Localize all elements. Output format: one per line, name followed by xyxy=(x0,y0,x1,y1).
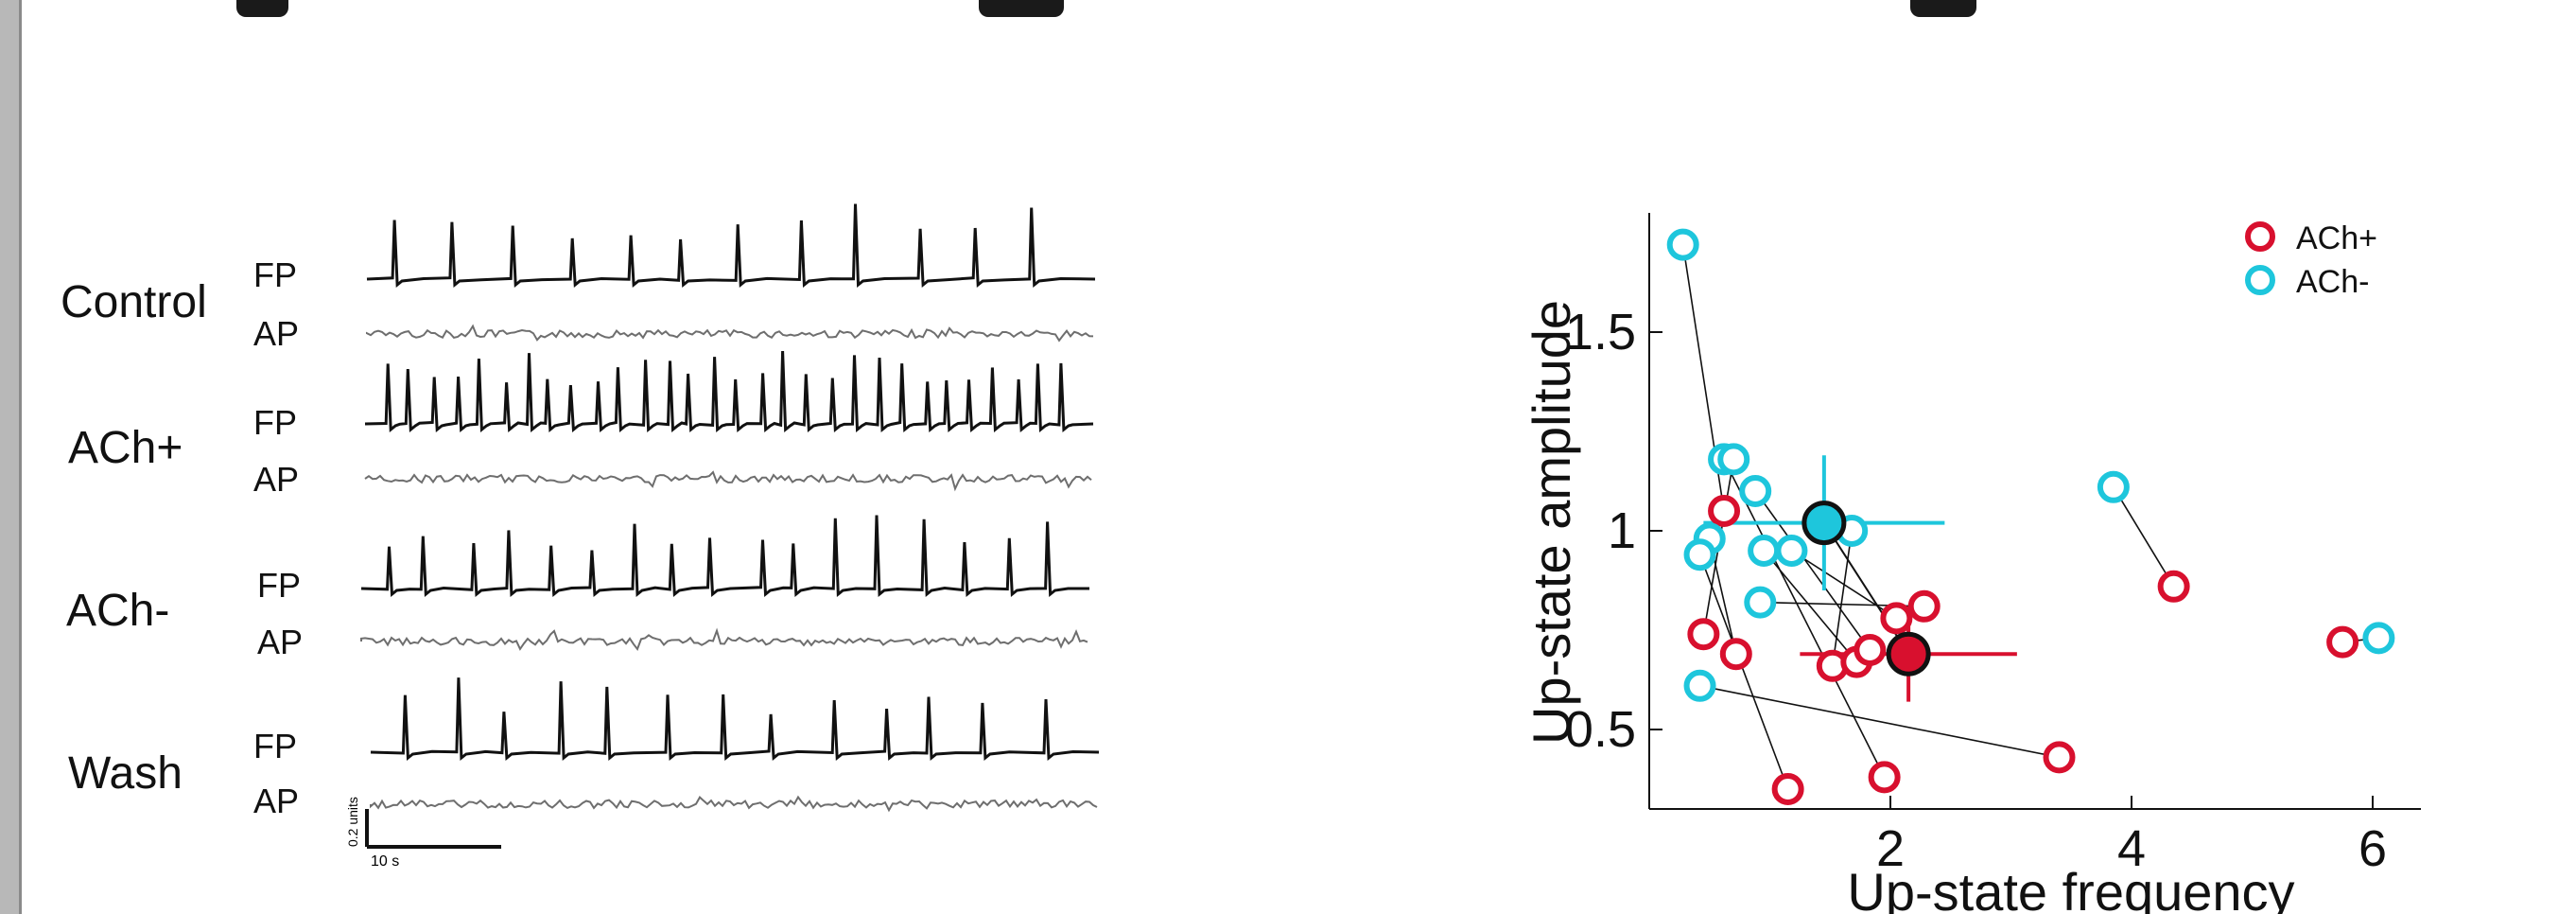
point-ach-minus xyxy=(1666,228,1699,261)
scale-bar: 0.2 units 10 s xyxy=(345,797,501,870)
pair-line xyxy=(1698,554,1789,790)
pair-line xyxy=(1754,490,1871,651)
pair-line xyxy=(1699,685,2060,759)
y-tick-label: 0.5 xyxy=(1565,701,1636,758)
point-ach-minus xyxy=(1683,538,1716,571)
ap-label: AP xyxy=(257,623,304,661)
ap-label: AP xyxy=(253,314,300,353)
point-ach-plus xyxy=(1854,634,1887,666)
ap-trace xyxy=(360,627,1088,652)
legend: ACh+ ACh- xyxy=(2245,220,2377,300)
point-ach-plus xyxy=(1687,618,1720,651)
window-left-border xyxy=(0,0,22,914)
ap-label: AP xyxy=(253,782,300,820)
ap-label: AP xyxy=(253,460,300,499)
y-axis-label: Up-state amplitude xyxy=(1522,300,1581,745)
point-ach-plus xyxy=(1907,589,1941,623)
point-ach-minus xyxy=(1775,535,1808,567)
pair-line xyxy=(2113,486,2175,588)
pair-line xyxy=(1791,550,1897,620)
point-ach-minus xyxy=(1683,669,1716,702)
point-ach-plus xyxy=(2326,625,2359,659)
y-tick-label: 1 xyxy=(1608,502,1636,559)
cropped-heading xyxy=(0,0,2576,38)
point-ach-minus xyxy=(2362,622,2395,655)
x-tick-label: 2 xyxy=(1876,820,1905,877)
point-ach-minus xyxy=(1748,535,1781,567)
legend-label: ACh+ xyxy=(2296,220,2377,256)
mean-point-ach-minus xyxy=(1801,501,1847,546)
ap-trace xyxy=(370,795,1098,813)
fp-trace xyxy=(364,351,1094,433)
scale-bar-vertical-label: 0.2 units xyxy=(345,797,360,847)
condition-label-wash: Wash xyxy=(68,748,183,799)
legend-marker xyxy=(2245,265,2275,295)
pair-lines xyxy=(1681,244,2379,790)
x-axis-label: Up-state frequency xyxy=(1847,862,2294,914)
point-ach-plus xyxy=(1708,495,1741,527)
scale-bar-horizontal-label: 10 s xyxy=(371,853,399,870)
legend-label: ACh- xyxy=(2296,264,2369,300)
y-tick-label: 1.5 xyxy=(1565,304,1636,360)
point-ach-minus xyxy=(1717,443,1750,476)
fp-trace xyxy=(360,515,1089,598)
point-ach-minus xyxy=(1744,586,1777,619)
condition-label-ach-minus: ACh- xyxy=(66,586,170,636)
point-ach-plus xyxy=(1771,773,1804,805)
point-ach-minus xyxy=(2097,470,2130,503)
fp-trace xyxy=(366,203,1096,289)
fp-label: FP xyxy=(253,255,298,294)
fp-label: FP xyxy=(257,566,302,605)
point-ach-plus xyxy=(2043,741,2076,774)
ap-trace xyxy=(366,324,1094,343)
point-ach-minus xyxy=(1739,475,1772,507)
pair-line xyxy=(1832,530,1853,666)
fp-label: FP xyxy=(253,727,298,765)
fp-trace xyxy=(370,677,1100,762)
pair-line xyxy=(1723,459,1886,778)
x-tick-label: 4 xyxy=(2117,820,2146,877)
fp-label: FP xyxy=(253,403,298,442)
mean-point-ach-plus xyxy=(1886,631,1931,677)
point-ach-plus xyxy=(2157,570,2190,603)
x-tick-label: 6 xyxy=(2358,820,2387,877)
scatter-points xyxy=(1666,228,2395,805)
condition-label-ach-plus: ACh+ xyxy=(68,423,183,473)
point-ach-plus xyxy=(1880,602,1913,635)
point-ach-plus xyxy=(1719,638,1752,671)
ap-trace xyxy=(364,470,1092,492)
legend-marker xyxy=(2245,221,2275,252)
axes: 2 4 6 0.5 1 1.5 xyxy=(1565,213,2421,877)
point-ach-plus xyxy=(1868,761,1901,794)
condition-label-control: Control xyxy=(61,277,207,327)
pair-line xyxy=(1763,550,1857,663)
